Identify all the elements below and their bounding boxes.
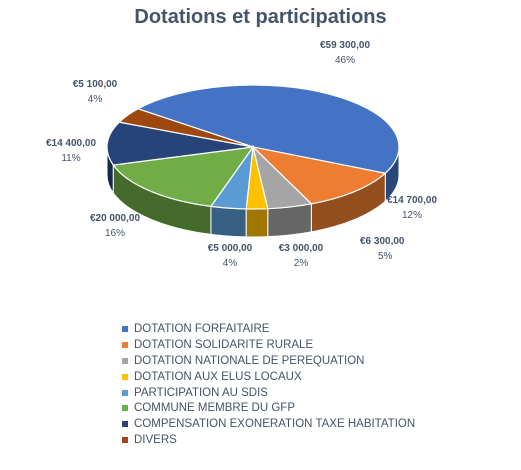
legend-label-0: DOTATION FORFAITAIRE	[134, 322, 270, 335]
legend-swatch-0	[122, 325, 128, 332]
legend-swatch-5	[122, 405, 128, 412]
data-label-percent-5: 16%	[105, 228, 125, 239]
data-label-value-1: €14 700,00	[387, 195, 437, 206]
pie-slice-side-3	[245, 208, 269, 238]
pie-slice-0	[136, 84, 400, 174]
pie-slice-side-4	[210, 205, 247, 238]
legend-label-1: DOTATION SOLIDARITE RURALE	[134, 338, 314, 351]
data-label-value-2: €6 300,00	[360, 236, 405, 247]
pie-slice-7	[117, 108, 254, 148]
legend-item-1: DOTATION SOLIDARITE RURALE	[122, 337, 415, 353]
data-label-value-6: €14 400,00	[46, 138, 96, 149]
data-label-value-0: €59 300,00	[320, 40, 370, 51]
data-label-percent-4: 4%	[223, 258, 238, 269]
pie-top	[106, 84, 400, 210]
legend-label-5: COMMUNE MEMBRE DU GFP	[134, 402, 295, 415]
legend-swatch-4	[122, 389, 128, 396]
data-label-percent-2: 5%	[378, 251, 393, 262]
pie-slice-5	[112, 146, 255, 208]
legend-item-2: DOTATION NATIONALE DE PEREQUATION	[122, 353, 415, 369]
legend-item-0: DOTATION FORFAITAIRE	[122, 321, 415, 337]
data-label-percent-0: 46%	[335, 55, 355, 66]
data-label-value-7: €5 100,00	[73, 79, 118, 90]
pie-slice-6	[106, 121, 254, 166]
legend-label-6: COMPENSATION EXONERATION TAXE HABITATION	[134, 418, 416, 431]
data-label-value-3: €3 000,00	[279, 243, 324, 254]
legend-item-7: DIVERS	[122, 432, 415, 448]
data-label-percent-6: 11%	[61, 153, 80, 164]
legend-swatch-7	[122, 437, 128, 444]
pie-sides	[106, 146, 400, 238]
legend-swatch-2	[122, 357, 128, 364]
data-label-value-5: €20 000,00	[90, 213, 140, 224]
data-label-value-4: €5 000,00	[208, 243, 253, 254]
chart-title: Dotations et participations	[134, 6, 387, 28]
legend-swatch-6	[122, 421, 128, 428]
legend-label-3: DOTATION AUX ELUS LOCAUX	[134, 370, 302, 383]
legend-label-4: PARTICIPATION AU SDIS	[134, 386, 268, 399]
legend-item-5: COMMUNE MEMBRE DU GFP	[122, 400, 415, 416]
legend-item-3: DOTATION AUX ELUS LOCAUX	[122, 369, 415, 385]
legend-item-6: COMPENSATION EXONERATION TAXE HABITATION	[122, 416, 415, 432]
legend-label-2: DOTATION NATIONALE DE PEREQUATION	[134, 354, 365, 367]
data-label-percent-1: 12%	[402, 210, 422, 221]
data-label-percent-7: 4%	[88, 94, 103, 105]
legend-label-7: DIVERS	[134, 434, 177, 447]
data-labels: €59 300,00 46% €14 700,00 12% €6 300,00 5% €3 …	[46, 40, 437, 269]
legend-swatch-3	[122, 373, 128, 380]
legend-item-4: PARTICIPATION AU SDIS	[122, 385, 415, 401]
pie-slice-1	[251, 146, 387, 205]
data-label-percent-3: 2%	[294, 258, 309, 269]
legend: DOTATION FORFAITAIRE DOTATION SOLIDARITE …	[122, 321, 415, 448]
legend-swatch-1	[122, 341, 128, 348]
